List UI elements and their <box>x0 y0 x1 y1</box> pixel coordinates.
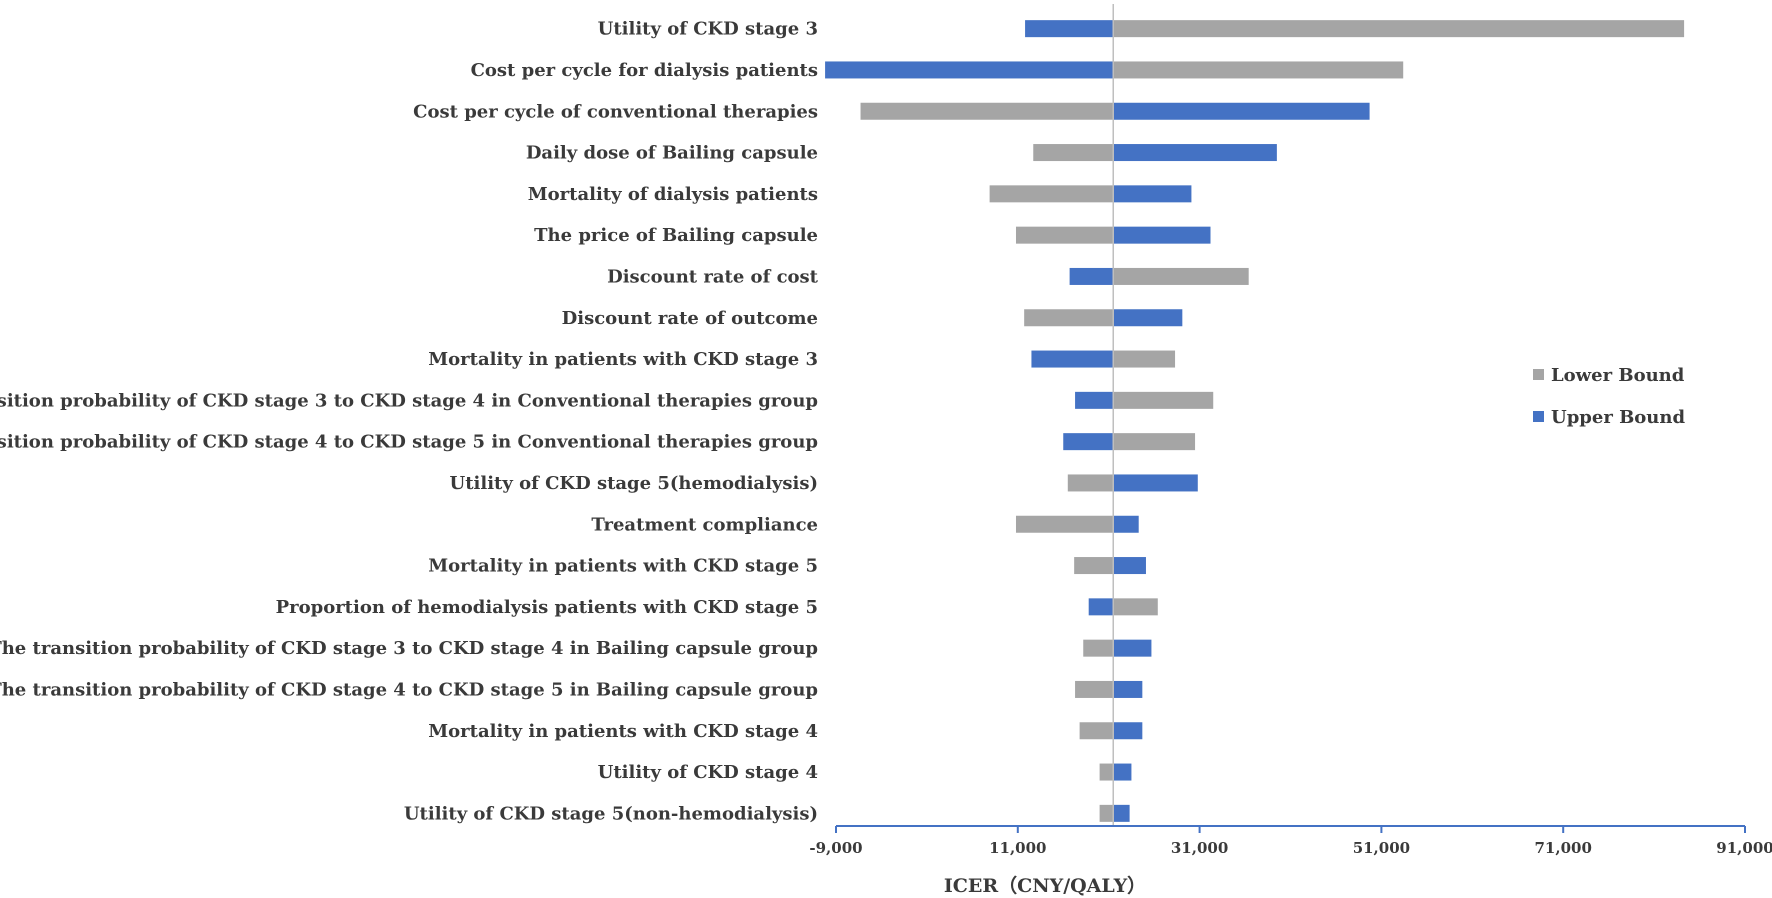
x-tick-label-1: -9,000 <box>809 839 862 857</box>
x-tick-label-6: 91,000 <box>1716 839 1772 857</box>
category-label-4: Daily dose of Bailing capsule <box>526 143 818 164</box>
bar-upper-bound-8 <box>1113 309 1183 327</box>
category-label-9: Mortality in patients with CKD stage 3 <box>428 349 818 370</box>
bar-lower-bound-2 <box>1113 61 1404 79</box>
category-label-17: The transition probability of CKD stage … <box>0 679 818 700</box>
bar-upper-bound-11 <box>1063 433 1114 451</box>
category-label-8: Discount rate of outcome <box>562 308 818 329</box>
category-label-20: Utility of CKD stage 5(non-hemodialysis) <box>404 803 818 824</box>
legend-upper-bound-swatch <box>1533 411 1544 422</box>
bar-upper-bound-1 <box>1025 20 1114 38</box>
x-tick-label-2: 11,000 <box>989 839 1046 857</box>
bar-lower-bound-11 <box>1113 433 1196 451</box>
category-label-1: Utility of CKD stage 3 <box>598 19 818 40</box>
bars-group <box>825 20 1685 822</box>
bar-lower-bound-5 <box>989 185 1114 203</box>
bar-upper-bound-17 <box>1113 680 1143 698</box>
bar-upper-bound-4 <box>1113 144 1277 162</box>
bar-lower-bound-8 <box>1024 309 1114 327</box>
x-tick-label-4: 51,000 <box>1353 839 1410 857</box>
category-label-14: Mortality in patients with CKD stage 5 <box>428 556 818 577</box>
bar-lower-bound-9 <box>1113 350 1176 368</box>
bar-upper-bound-9 <box>1031 350 1114 368</box>
bar-upper-bound-2 <box>825 61 1114 79</box>
bar-upper-bound-19 <box>1113 763 1132 781</box>
x-tick-label-5: 71,000 <box>1534 839 1591 857</box>
bar-lower-bound-15 <box>1113 598 1158 616</box>
x-axis-title: ICER（CNY/QALY） <box>944 874 1146 897</box>
bar-lower-bound-13 <box>1015 515 1114 533</box>
bar-lower-bound-19 <box>1099 763 1114 781</box>
category-label-13: Treatment compliance <box>591 514 818 535</box>
bar-lower-bound-6 <box>1015 226 1114 244</box>
bar-upper-bound-3 <box>1113 102 1370 120</box>
bar-lower-bound-1 <box>1113 20 1685 38</box>
legend-lower-bound-label: Lower Bound <box>1551 365 1685 386</box>
bar-lower-bound-14 <box>1074 557 1114 575</box>
bar-lower-bound-20 <box>1099 804 1114 822</box>
bar-upper-bound-6 <box>1113 226 1211 244</box>
x-tick-label-3: 31,000 <box>1171 839 1228 857</box>
bar-upper-bound-15 <box>1088 598 1114 616</box>
category-label-16: The transition probability of CKD stage … <box>0 638 818 659</box>
category-label-19: Utility of CKD stage 4 <box>598 762 818 783</box>
bar-lower-bound-16 <box>1083 639 1114 657</box>
bar-upper-bound-10 <box>1075 391 1114 409</box>
bar-upper-bound-20 <box>1113 804 1130 822</box>
category-label-7: Discount rate of cost <box>607 266 819 287</box>
bar-upper-bound-14 <box>1113 557 1146 575</box>
category-label-3: Cost per cycle of conventional therapies <box>413 101 818 122</box>
category-label-11: The transition probability of CKD stage … <box>0 432 818 453</box>
category-label-15: Proportion of hemodialysis patients with… <box>276 597 818 618</box>
category-label-12: Utility of CKD stage 5(hemodialysis) <box>450 473 818 494</box>
bar-upper-bound-18 <box>1113 722 1143 740</box>
bar-lower-bound-4 <box>1033 144 1114 162</box>
bar-lower-bound-12 <box>1067 474 1114 492</box>
bar-lower-bound-18 <box>1079 722 1114 740</box>
bar-lower-bound-10 <box>1113 391 1214 409</box>
bar-upper-bound-16 <box>1113 639 1152 657</box>
x-axis-ticks: -9,000 11,000 31,000 51,000 71,000 91,000 <box>809 826 1772 857</box>
bar-upper-bound-13 <box>1113 515 1139 533</box>
category-label-18: Mortality in patients with CKD stage 4 <box>428 721 818 742</box>
category-labels: Utility of CKD stage 3 Cost per cycle for… <box>0 19 819 825</box>
legend-upper-bound-label: Upper Bound <box>1551 407 1685 428</box>
category-label-6: The price of Bailing capsule <box>534 225 818 246</box>
bar-upper-bound-7 <box>1069 267 1114 285</box>
category-label-5: Mortality of dialysis patients <box>528 184 818 205</box>
bar-lower-bound-17 <box>1075 680 1114 698</box>
legend: Lower Bound Upper Bound <box>1533 365 1685 428</box>
legend-lower-bound-swatch <box>1533 369 1544 380</box>
bar-lower-bound-3 <box>860 102 1114 120</box>
bar-upper-bound-5 <box>1113 185 1192 203</box>
category-label-2: Cost per cycle for dialysis patients <box>471 60 818 81</box>
bar-lower-bound-7 <box>1113 267 1249 285</box>
category-label-10: The transition probability of CKD stage … <box>0 390 818 411</box>
bar-upper-bound-12 <box>1113 474 1198 492</box>
